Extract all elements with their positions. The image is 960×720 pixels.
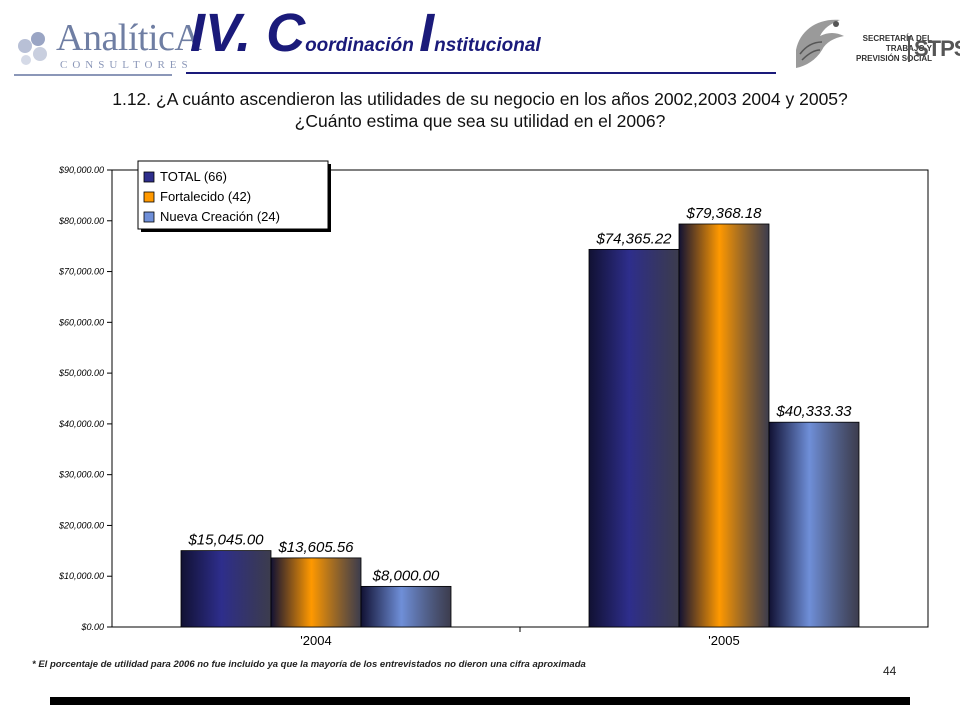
y-tick-label: $30,000.00: [58, 470, 104, 480]
bar: [270, 557, 362, 628]
y-tick-label: $90,000.00: [58, 165, 104, 175]
bar: [180, 550, 272, 628]
y-tick-label: $80,000.00: [58, 216, 104, 226]
bar: [588, 248, 680, 628]
title-part-2: oordinación: [305, 35, 420, 56]
logo-name: AnalíticA: [56, 17, 202, 59]
y-tick-label: $0.00: [80, 622, 104, 632]
legend-box: [137, 160, 329, 230]
bottom-bar: [50, 697, 910, 705]
stps-line-3: PREVISIÓN SOCIAL: [856, 54, 933, 63]
title-underline: [186, 72, 776, 74]
bar-chart: $0.00 $10,000.00 $20,000.00 $30,000.00 $40,0…: [58, 160, 929, 648]
stps-logo: SECRETARÍA DEL TRABAJO Y PREVISIÓN SOCIA…: [790, 10, 960, 80]
bar: [360, 585, 452, 628]
logo-circles-icon: [18, 32, 47, 65]
y-tick-label: $40,000.00: [58, 419, 104, 429]
data-label: $8,000.00: [372, 567, 440, 584]
legend-swatch: [143, 191, 155, 203]
data-label: $74,365.22: [595, 230, 672, 247]
bar: [768, 421, 860, 628]
stps-acronym: STPS: [908, 36, 960, 62]
eagle-emblem-icon: [796, 19, 844, 68]
data-label: $13,605.56: [277, 539, 354, 556]
page-number: 44: [883, 664, 897, 678]
legend-label: TOTAL (66): [160, 169, 227, 184]
question-line-2: ¿Cuánto estima que sea su utilidad en el…: [294, 111, 666, 131]
x-tick-label: '2005: [708, 633, 739, 648]
logo-subtitle: CONSULTORES: [60, 59, 193, 71]
data-label: $15,045.00: [187, 532, 264, 549]
data-label: $40,333.33: [775, 403, 852, 420]
analitica-logo: AnalíticA CONSULTORES: [10, 12, 202, 80]
question-line-1: 1.12. ¿A cuánto ascendieron las utilidad…: [112, 89, 848, 109]
title-part-4: nstitucional: [434, 35, 541, 56]
legend-label: Fortalecido (42): [160, 189, 251, 204]
data-label: $79,368.18: [685, 205, 762, 222]
bar: [678, 223, 770, 628]
logo-rule: [14, 74, 172, 76]
y-tick-label: $60,000.00: [58, 317, 104, 327]
x-tick-label: '2004: [300, 633, 331, 648]
question-text: 1.12. ¿A cuánto ascendieron las utilidad…: [0, 88, 960, 132]
stps-line-1: SECRETARÍA DEL: [862, 34, 933, 43]
title-part-3: I: [419, 3, 435, 63]
y-tick-label: $10,000.00: [58, 571, 104, 581]
y-tick-label: $70,000.00: [58, 267, 104, 277]
title-part-1: IV. C: [190, 3, 306, 63]
page-title: IV. Coordinación Institucional: [190, 2, 776, 72]
y-tick-label: $20,000.00: [58, 520, 104, 530]
legend-swatch: [143, 171, 155, 183]
footnote: * El porcentaje de utilidad para 2006 no…: [32, 659, 586, 670]
legend-swatch: [143, 211, 155, 223]
legend-label: Nueva Creación (24): [160, 209, 280, 224]
y-tick-label: $50,000.00: [58, 368, 104, 378]
